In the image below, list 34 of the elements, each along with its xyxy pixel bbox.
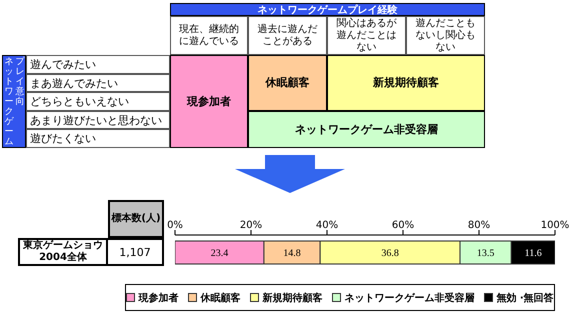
data-label: 36.8: [381, 248, 399, 260]
text: ネットワークゲームプレイ経験: [170, 3, 485, 16]
text: 現参加者: [170, 55, 248, 148]
category-label: 現在、継続的に遊んでいる: [170, 16, 248, 55]
x-tick-label: 0%: [167, 220, 183, 231]
x-tick-label: 20%: [240, 220, 262, 231]
category-label: 関心はあるが遊んだことはない: [327, 16, 406, 55]
x-tick-label: 80%: [468, 220, 490, 231]
y-tick-label: 東京ゲームショウ2004全体: [18, 238, 108, 266]
category-label: あまり遊びたいと思わない: [30, 114, 162, 127]
data-label: 13.5: [476, 248, 494, 260]
legend-label: 無効 ·無回答: [496, 292, 554, 304]
text: 標本数(人): [108, 200, 164, 238]
legend-label: 休眠顧客: [200, 291, 240, 304]
category-label: どちらともいえない: [30, 95, 129, 108]
category-label: まあ遊んでみたい: [30, 76, 118, 90]
text: 新規期待顧客: [327, 55, 485, 111]
text: 休眠顧客: [248, 55, 327, 111]
category-label: 遊びたくない: [30, 132, 96, 146]
category-label: 遊んだこともないし関心もない: [406, 16, 485, 55]
category-label: 遊んでみたい: [30, 58, 96, 71]
data-label: 14.8: [283, 248, 301, 260]
category-label: 過去に遊んだことがある: [248, 16, 327, 55]
legend-label: 現参加者: [138, 292, 178, 304]
legend-label: ネットワークゲーム非受容層: [344, 291, 474, 304]
x-tick-label: 60%: [392, 220, 414, 231]
text: 1,107: [108, 238, 164, 266]
data-label: 23.4: [210, 248, 228, 260]
x-tick-label: 40%: [316, 220, 338, 231]
legend-label: 新規期待顧客: [262, 291, 322, 304]
text: ネットワークゲームプレイ意向: [4, 57, 24, 147]
data-label: 11.6: [524, 248, 542, 260]
x-tick-label: 100%: [540, 220, 570, 231]
text: ネットワークゲーム非受容層: [248, 110, 485, 148]
